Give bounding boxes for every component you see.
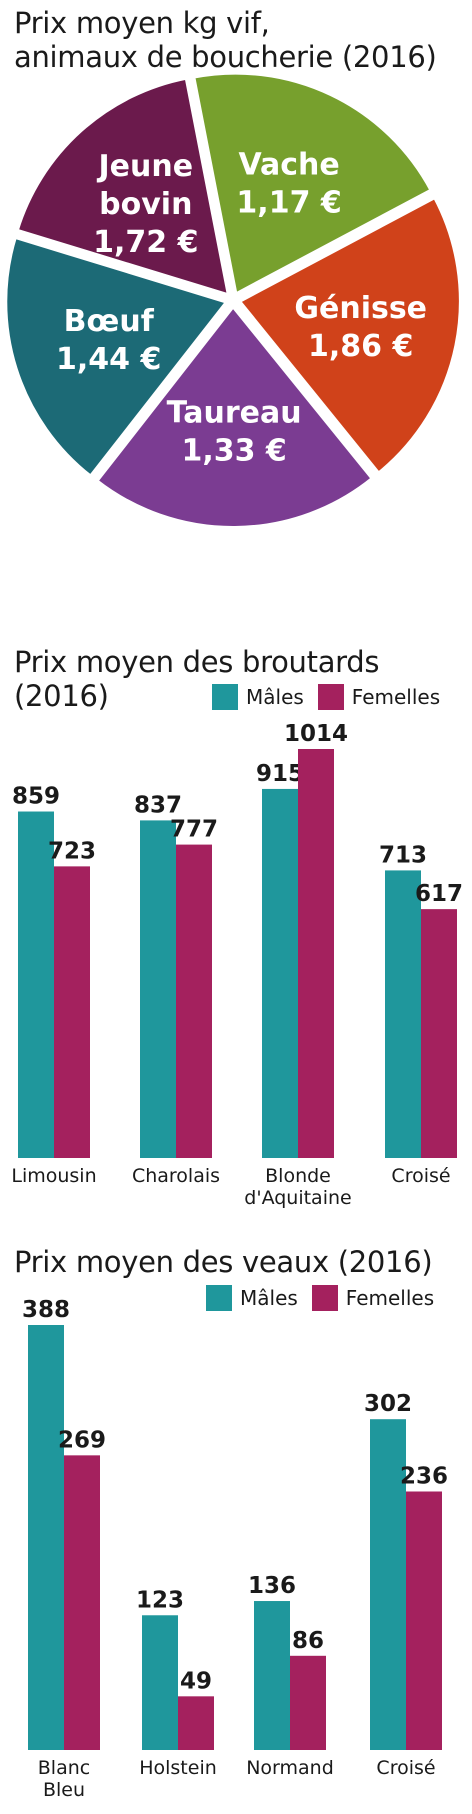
bar-femelles-croise [421, 909, 457, 1158]
legend-item-females: Femelles [311, 1285, 435, 1311]
bar-femelles-croise [406, 1491, 442, 1750]
bar-value-label: 723 [48, 838, 96, 864]
pie-name-label-jeune-bovin: Jeune [97, 149, 194, 184]
category-label: Charolais [132, 1165, 220, 1187]
pie-name-label-vache: Vache [238, 147, 339, 182]
legend-label-females: Femelles [351, 685, 441, 709]
veaux-chart-title: Prix moyen des veaux (2016) [14, 1245, 433, 1279]
pie-value-label-vache: 1,17 € [236, 185, 341, 220]
pie-name-label-jeune-bovin: bovin [99, 187, 192, 222]
pie-value-label-genisse: 1,86 € [308, 329, 413, 364]
category-label: Croisé [376, 1757, 435, 1779]
bar-femelles-normand [290, 1655, 326, 1750]
pie-name-label-boeuf: Bœuf [64, 304, 155, 339]
pie-value-label-jeune-bovin: 1,72 € [93, 225, 198, 260]
pie-value-label-taureau: 1,33 € [181, 433, 286, 468]
bar-value-label: 388 [22, 1297, 70, 1323]
broutards-legend: Mâles Femelles [212, 684, 454, 710]
pie-title-line1: Prix moyen kg vif, [14, 6, 270, 40]
veaux-legend: Mâles Femelles [206, 1285, 448, 1311]
bar-value-label: 86 [292, 1628, 324, 1654]
bar-males-holstein [142, 1615, 178, 1750]
bar-males-croise [370, 1419, 406, 1750]
bar-males-blonde-d-aquitaine [262, 788, 298, 1158]
category-label: Normand [246, 1757, 334, 1779]
legend-item-males: Mâles [206, 1285, 298, 1311]
bar-value-label: 302 [364, 1391, 412, 1417]
pie-slice-genisse [235, 194, 463, 477]
bar-femelles-blonde-d-aquitaine [298, 749, 334, 1158]
broutards-title-line2: (2016) [14, 679, 109, 713]
bar-value-label: 777 [170, 817, 218, 843]
legend-label-males: Mâles [240, 1286, 298, 1310]
bar-value-label: 236 [400, 1463, 448, 1489]
pie-name-label-taureau: Taureau [167, 395, 302, 430]
bar-value-label: 49 [180, 1668, 212, 1694]
category-label: Holstein [139, 1757, 217, 1779]
pie-name-label-genisse: Génisse [294, 291, 427, 326]
category-label: Croisé [391, 1165, 450, 1187]
broutards-title-line1: Prix moyen des broutards [14, 645, 380, 679]
pie-title-line2: animaux de boucherie (2016) [14, 40, 437, 74]
legend-swatch-females [317, 684, 344, 710]
bar-value-label: 136 [248, 1573, 296, 1599]
bar-males-blanc-bleu [28, 1325, 64, 1750]
legend-item-females: Femelles [317, 684, 441, 710]
pie-slice-jeune-bovin [14, 75, 232, 299]
bar-value-label: 123 [136, 1587, 184, 1613]
category-label: d'Aquitaine [244, 1187, 351, 1209]
category-label: Limousin [11, 1165, 96, 1187]
pie-value-label-boeuf: 1,44 € [56, 342, 161, 377]
category-label: Blonde [265, 1165, 331, 1187]
bar-value-label: 617 [415, 881, 463, 907]
legend-item-males: Mâles [212, 684, 304, 710]
legend-swatch-females [311, 1285, 338, 1311]
bar-value-label: 915 [256, 761, 304, 787]
veaux-title-line1: Prix moyen des veaux (2016) [14, 1245, 433, 1279]
legend-label-males: Mâles [246, 685, 304, 709]
legend-swatch-males [212, 684, 238, 710]
bar-males-charolais [140, 820, 176, 1158]
bar-males-croise [385, 870, 421, 1158]
bar-value-label: 859 [12, 784, 60, 810]
pie-slice-taureau [93, 302, 376, 530]
legend-swatch-males [206, 1285, 232, 1311]
bar-femelles-charolais [176, 844, 212, 1158]
pie-chart-title: Prix moyen kg vif, animaux de boucherie … [14, 6, 437, 74]
bar-value-label: 1014 [284, 721, 348, 747]
legend-label-females: Femelles [345, 1286, 435, 1310]
bar-femelles-blanc-bleu [64, 1455, 100, 1750]
bar-femelles-limousin [54, 866, 90, 1158]
bar-males-limousin [18, 811, 54, 1158]
pie-slice-vache [190, 70, 435, 298]
bar-femelles-holstein [178, 1696, 214, 1750]
bar-males-normand [254, 1601, 290, 1750]
bar-value-label: 269 [58, 1427, 106, 1453]
category-label: Bleu [43, 1779, 85, 1801]
bar-value-label: 713 [379, 842, 427, 868]
broutards-chart-title: Prix moyen des broutards (2016) [14, 645, 380, 713]
category-label: Blanc [38, 1757, 90, 1779]
pie-slice-boeuf [3, 234, 231, 480]
bar-value-label: 837 [134, 792, 182, 818]
